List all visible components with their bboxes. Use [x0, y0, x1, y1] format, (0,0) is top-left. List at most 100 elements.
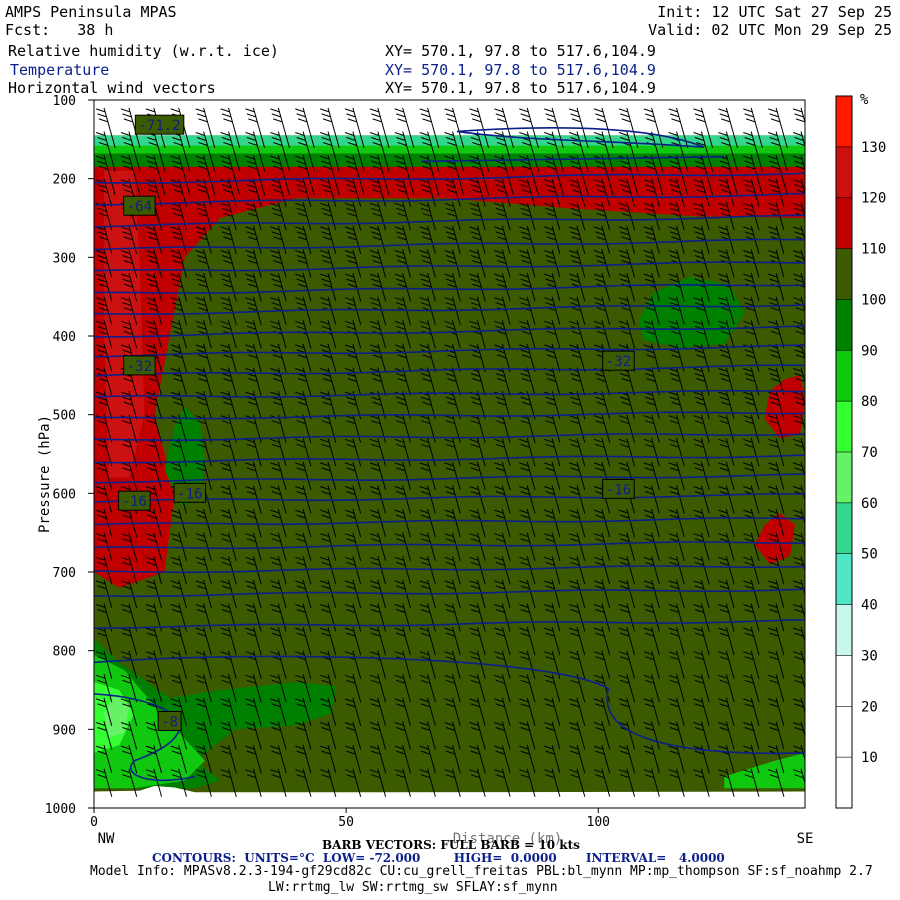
contour-label-text-1: -64	[127, 199, 152, 215]
wind-barb-column-20	[593, 107, 614, 797]
temperature-contour-19	[94, 588, 805, 598]
contour-note-high: HIGH= 0.0000	[453, 851, 557, 865]
contour-label-text-2: -32	[127, 359, 152, 375]
contour-label-box-0	[134, 114, 185, 135]
colorbar-band-8	[836, 350, 852, 402]
model-info-physics: LW:rrtmg_lw SW:rrtmg_sw SFLAY:sf_mynn	[268, 880, 558, 895]
wind-barb-column-8	[295, 107, 315, 797]
temperature-contour-15	[94, 493, 805, 503]
x-tick-label-1: 50	[338, 815, 354, 830]
wind-barb-column-12	[394, 107, 415, 797]
colorbar-tick-label-9: 100	[861, 292, 886, 308]
wind-barb-column-7	[270, 107, 290, 797]
y-tick-label-1: 200	[53, 173, 76, 188]
wind-barb-column-9	[320, 107, 340, 797]
model-title: AMPS Peninsula MPAS	[5, 3, 177, 21]
rh-region-15	[94, 786, 805, 808]
temperature-contour-1	[94, 192, 805, 206]
barb-note: BARB VECTORS: FULL BARB = 10 kts	[322, 838, 580, 852]
temperature-contour-8	[94, 344, 805, 358]
contour-label-text-6: -16	[606, 482, 631, 498]
colorbar-band-7	[836, 401, 852, 452]
temperature-contour-6	[94, 304, 805, 316]
field-label-temperature: Temperature	[10, 61, 110, 79]
temperature-contour-18	[94, 565, 805, 574]
colorbar-tick-label-1: 20	[861, 699, 878, 715]
init-time: Init: 12 UTC Sat 27 Sep 25	[657, 3, 892, 21]
temperature-contour-16	[94, 517, 805, 526]
temperature-contour-2	[94, 214, 805, 228]
tropopause-contour-loop	[456, 127, 705, 148]
temperature-contour-5	[94, 284, 805, 294]
lower-contour	[94, 655, 805, 755]
y-tick-label-5: 600	[53, 487, 76, 502]
colorbar-unit: %	[860, 92, 869, 108]
colorbar-tick-label-4: 50	[861, 547, 878, 563]
field-label-rh: Relative humidity (w.r.t. ice)	[8, 42, 279, 60]
wind-barb-column-25	[718, 107, 738, 797]
contour-label-text-3: -32	[606, 354, 631, 370]
y-tick-label-3: 400	[53, 330, 76, 345]
temperature-contour-13	[94, 454, 805, 464]
rh-fill-layer	[94, 100, 805, 808]
colorbar-band-2	[836, 655, 852, 707]
rh-region-0	[94, 100, 805, 136]
contour-label-box-3	[602, 350, 635, 371]
contour-note-units: UNITS=°C	[244, 851, 315, 865]
contour-label-2: -32	[123, 355, 156, 376]
temperature-contour-10	[94, 389, 805, 398]
field-xy-wind: XY= 570.1, 97.8 to 517.6,104.9	[385, 79, 656, 97]
y-tick-label-4: 500	[53, 409, 76, 424]
temperature-contour-0	[94, 172, 805, 184]
rh-regions	[94, 100, 805, 808]
wind-barb-column-15	[469, 107, 490, 797]
colorbar-tick-label-8: 90	[861, 343, 878, 359]
temperature-contour-3	[94, 238, 805, 251]
wind-barb-column-26	[743, 107, 763, 797]
colorbar-band-9	[836, 299, 852, 351]
contour-label-text-7: -8	[161, 714, 178, 730]
contour-label-6: -16	[602, 478, 635, 499]
colorbar-tick-label-6: 70	[861, 445, 878, 461]
right-end-label: SE	[797, 831, 814, 847]
contour-label-box-7	[157, 710, 182, 731]
model-info: Model Info: MPASv8.2.3-194-gf29cd82c CU:…	[90, 864, 873, 879]
contour-label-layer: -71.2 -64 -32 -32 -16 -16 -16 -8	[118, 114, 635, 731]
x-tick-label-0: 0	[90, 815, 98, 830]
y-tick-label-2: 300	[53, 251, 76, 266]
colorbar-tick-label-7: 80	[861, 394, 878, 410]
wind-barb-column-23	[668, 107, 689, 797]
colorbar-band-1	[836, 706, 852, 758]
left-end-label: NW	[98, 831, 115, 847]
colorbar-band-3	[836, 604, 852, 656]
plot-frame	[93, 99, 806, 809]
wind-barb-column-22	[643, 107, 664, 797]
contour-label-text-0: -71.2	[138, 118, 180, 134]
contour-note: CONTOURS: UNITS=°C LOW= -72.000 HIGH= 0.…	[152, 851, 725, 865]
wind-barb-column-21	[618, 107, 639, 797]
contour-label-3: -32	[602, 350, 635, 371]
colorbar-tick-label-10: 110	[861, 242, 886, 258]
temperature-contour-7	[94, 325, 805, 338]
temperature-contour-layer	[94, 127, 805, 782]
temperature-contour-20	[94, 618, 805, 629]
wind-barb-column-6	[245, 107, 266, 797]
contour-label-5: -16	[173, 482, 207, 503]
contour-note-low: LOW= -72.000	[322, 851, 421, 865]
temperature-contour-17	[94, 541, 805, 550]
wind-barb-column-4	[195, 107, 216, 797]
rh-region-8	[638, 277, 745, 348]
contour-label-box-6	[602, 478, 635, 499]
y-tick-label-7: 800	[53, 645, 76, 660]
contour-label-box-4	[118, 490, 151, 511]
rh-region-13	[104, 693, 130, 738]
wind-barb-column-5	[220, 107, 241, 797]
tropopause-contour	[421, 155, 725, 163]
x-axis-label: Distance (km)	[453, 831, 563, 847]
colorbar-band-12	[836, 146, 852, 198]
wind-barb-column-11	[369, 107, 390, 797]
colorbar-band-0	[836, 757, 852, 808]
y-axis-label: Pressure (hPa)	[37, 415, 53, 533]
colorbar-band-10	[836, 248, 852, 300]
